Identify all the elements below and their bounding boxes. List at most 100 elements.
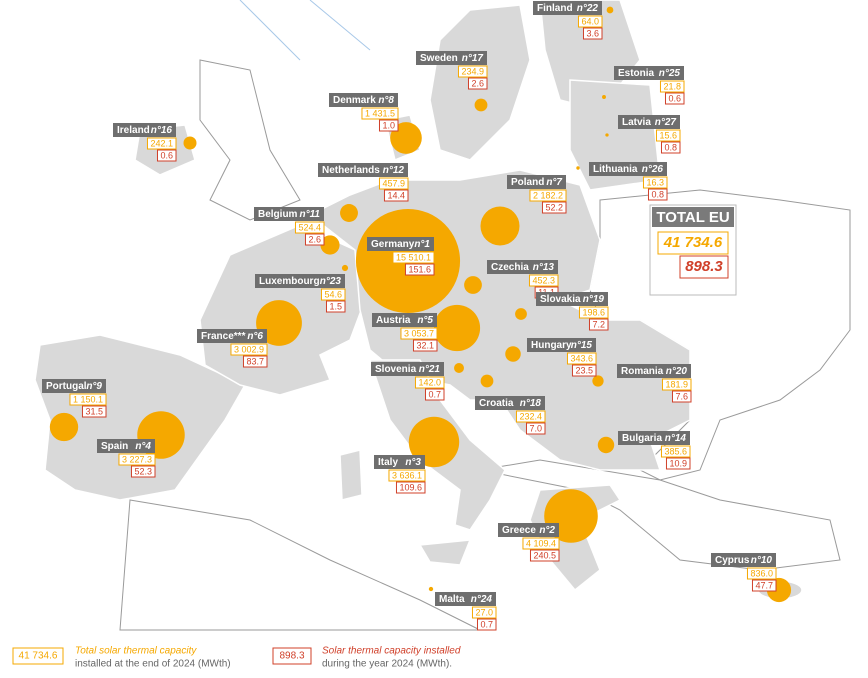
added-box	[571, 364, 597, 377]
total-value: 142.0	[418, 377, 441, 387]
country-name: Croatia	[479, 398, 514, 409]
capacity-bubble	[428, 586, 434, 592]
added-value: 47.7	[755, 580, 773, 590]
country-label: Romania n°20 181.9 7.6	[617, 364, 692, 403]
added-value: 7.2	[592, 319, 605, 329]
added-box	[664, 92, 685, 105]
total-value: 452.3	[532, 275, 555, 285]
added-value: 3.6	[586, 28, 599, 38]
country-rank: n°18	[520, 398, 542, 409]
country-label: Estonia n°25 21.8 0.6	[614, 66, 685, 105]
capacity-bubble	[49, 412, 79, 442]
total-eu-title: TOTAL EU	[656, 209, 729, 226]
country-rank: n°12	[383, 165, 405, 176]
country-rank: n°15	[571, 340, 593, 351]
total-box	[528, 274, 559, 287]
added-value: 23.5	[575, 365, 593, 375]
added-value: 0.8	[664, 142, 677, 152]
country-name: Ireland	[117, 125, 150, 136]
added-box	[476, 618, 497, 631]
country-name: Italy	[378, 457, 398, 468]
total-box	[392, 251, 435, 264]
country-label: Netherlands n°12 457.9 14.4	[318, 163, 409, 202]
added-value: 109.6	[399, 482, 422, 492]
country-name: Lithuania	[593, 164, 638, 175]
country-name: Netherlands	[322, 165, 380, 176]
north-africa	[119, 499, 481, 631]
total-box	[642, 176, 668, 189]
total-box	[457, 65, 488, 78]
legend: 41 734.6 Total solar thermal capacity in…	[12, 646, 461, 670]
country-name: Hungary	[531, 340, 572, 351]
added-value: 52.3	[134, 466, 152, 476]
name-box	[498, 523, 559, 537]
added-box	[81, 405, 107, 418]
total-value: 3 636.1	[392, 470, 422, 480]
country-rank: n°8	[378, 95, 394, 106]
added-value: 2.6	[471, 78, 484, 88]
country-name: Austria	[376, 315, 411, 326]
country-label: Sweden n°17 234.9 2.6	[416, 51, 488, 90]
country-label: Spain n°4 3 227.3 52.3	[97, 439, 156, 478]
total-box	[400, 327, 438, 340]
added-value: 151.6	[408, 264, 431, 274]
total-box	[660, 445, 691, 458]
country-rank: n°27	[655, 117, 677, 128]
capacity-bubble	[480, 206, 520, 246]
legend-total-box	[12, 647, 64, 665]
total-value: 15.6	[659, 130, 677, 140]
added-value: 240.5	[533, 550, 556, 560]
country-rank: n°19	[583, 294, 605, 305]
capacity-bubble	[592, 375, 604, 387]
name-box	[711, 553, 776, 567]
capacity-bubble	[320, 235, 340, 255]
total-value: 64.0	[581, 16, 599, 26]
total-box	[515, 410, 546, 423]
capacity-bubble	[480, 374, 494, 388]
total-box	[522, 537, 560, 550]
total-box	[146, 137, 177, 150]
country-rank: n°25	[659, 68, 681, 79]
added-box	[588, 318, 609, 331]
capacity-bubble	[341, 264, 349, 272]
country-label: Portugal n°9 1 150.1 31.5	[42, 379, 107, 418]
total-value: 524.4	[298, 222, 321, 232]
added-value: 31.5	[85, 406, 103, 416]
total-box	[529, 189, 567, 202]
uk	[199, 59, 301, 221]
total-box	[294, 221, 325, 234]
country-rank: n°14	[665, 433, 687, 444]
total-box	[578, 306, 609, 319]
added-box	[660, 141, 681, 154]
total-value: 242.1	[150, 138, 173, 148]
legend-total-line2: installed at the end of 2024 (MWth)	[75, 659, 231, 670]
total-eu-total-box	[657, 231, 729, 255]
legend-added-line1: Solar thermal capacity installed	[322, 646, 461, 657]
capacity-bubble	[408, 416, 460, 468]
added-box	[751, 579, 777, 592]
name-box	[533, 1, 602, 15]
added-value: 14.4	[387, 190, 405, 200]
country-label: Latvia n°27 15.6 0.8	[618, 115, 681, 154]
added-box	[378, 119, 399, 132]
country-name: Slovenia	[375, 364, 417, 375]
total-eu-box: TOTAL EU 41 734.6 898.3	[649, 204, 737, 296]
name-box	[197, 329, 267, 343]
total-box	[659, 80, 685, 93]
legend-added-box	[272, 647, 312, 665]
added-value: 10.9	[669, 458, 687, 468]
name-box	[254, 207, 324, 221]
country-name: Portugal	[46, 381, 87, 392]
total-box	[661, 378, 692, 391]
country-rank: n°5	[417, 315, 433, 326]
total-box	[566, 352, 597, 365]
total-box	[746, 567, 777, 580]
total-value: 1 150.1	[73, 394, 103, 404]
added-box	[304, 233, 325, 246]
added-box	[541, 201, 567, 214]
name-box	[371, 362, 444, 376]
total-value: 385.6	[664, 446, 687, 456]
total-eu-added-box	[679, 255, 729, 279]
total-value: 27.0	[475, 607, 493, 617]
